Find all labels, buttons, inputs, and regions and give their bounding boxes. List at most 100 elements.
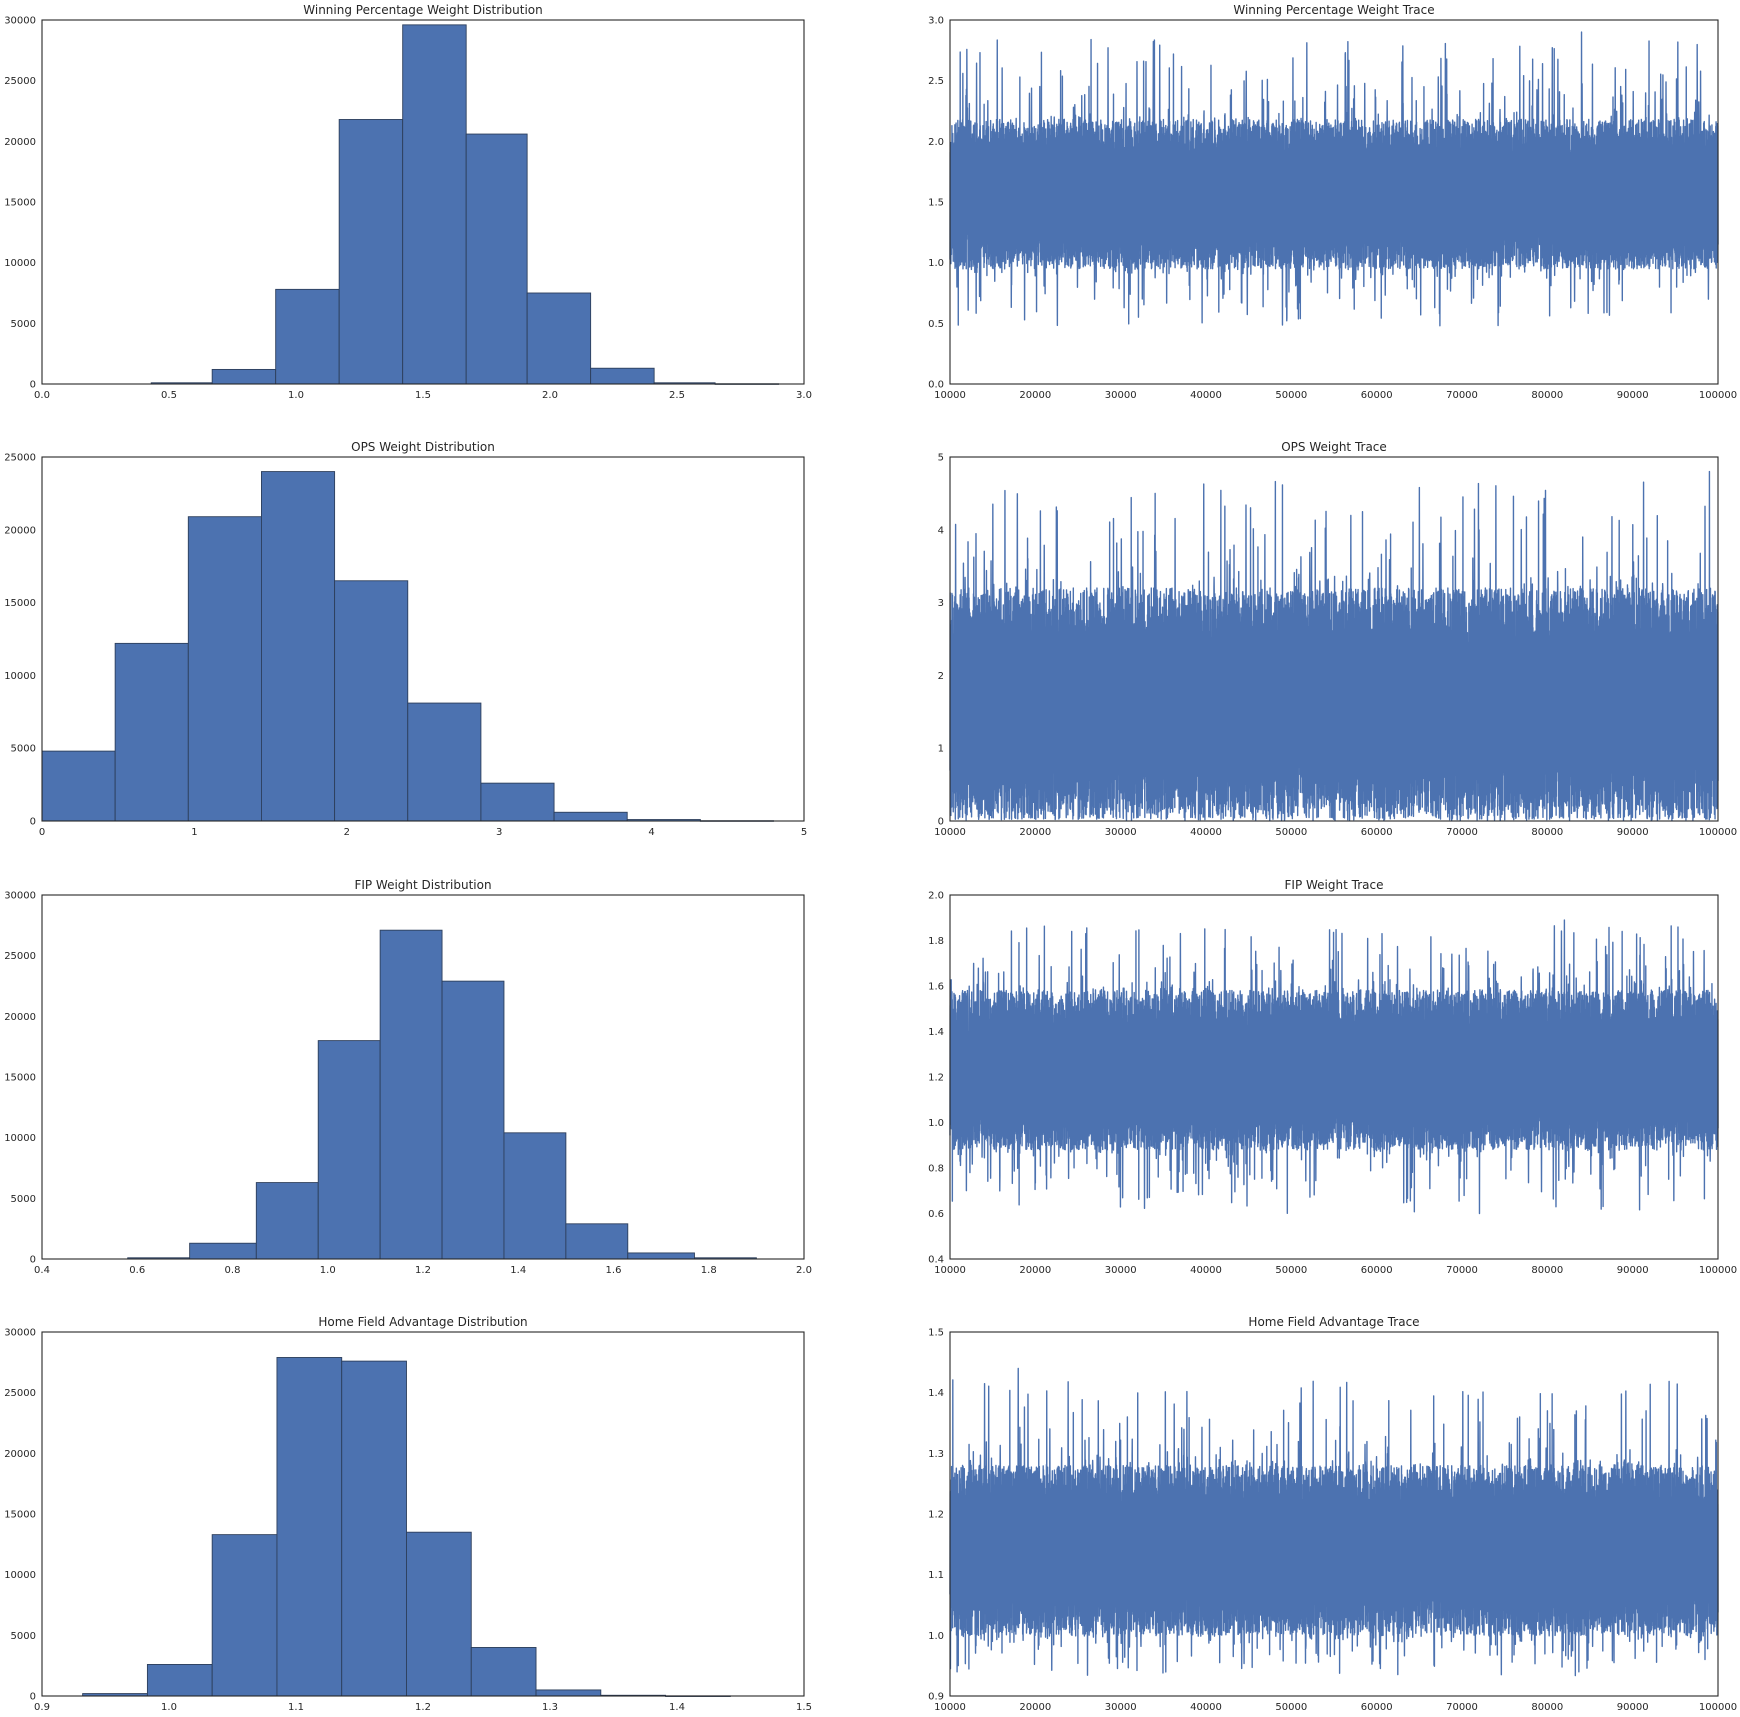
x-tick-label: 100000: [1699, 827, 1737, 838]
y-axis: 0 1 2 3 4 5: [938, 453, 944, 828]
axes-frame: [949, 894, 1719, 1260]
histogram-bar: [402, 24, 467, 385]
chart-title: Home Field Advantage Distribution: [318, 1315, 527, 1329]
panel-home-field-advantage-trace: Home Field Advantage Trace 10000 20000 3000…: [928, 1315, 1737, 1713]
histogram-bar: [441, 980, 505, 1260]
trace-line: [949, 31, 1719, 327]
x-tick-label: 1.8: [701, 1265, 717, 1276]
y-tick-label: 25000: [4, 1388, 36, 1399]
y-tick-label: 20000: [4, 525, 36, 536]
x-tick-label: 10000: [934, 1702, 966, 1713]
histogram-bar: [526, 292, 592, 385]
histogram-bar: [276, 1357, 343, 1697]
x-tick-label: 40000: [1190, 390, 1222, 401]
x-axis: 0.9 1.0 1.1 1.2 1.3 1.4 1.5: [34, 1702, 812, 1713]
x-tick-label: 1.5: [415, 390, 431, 401]
y-tick-label: 20000: [4, 137, 36, 148]
trace-line: [949, 1367, 1719, 1677]
x-tick-label: 0: [39, 827, 45, 838]
histogram-bar: [379, 929, 443, 1260]
x-tick-label: 80000: [1531, 390, 1563, 401]
axes-frame: [949, 19, 1719, 385]
x-tick-label: 20000: [1019, 390, 1051, 401]
histogram-bar: [503, 1132, 567, 1260]
histogram-bar: [41, 750, 116, 822]
panel-winning-percentage-weight-trace: Winning Percentage Weight Trace 10000 2000…: [928, 3, 1737, 401]
histogram-bar: [627, 1252, 695, 1260]
x-tick-label: 5: [801, 827, 807, 838]
y-tick-label: 1.0: [928, 1118, 944, 1129]
x-tick-label: 10000: [934, 1265, 966, 1276]
y-tick-label: 0.0: [928, 380, 944, 391]
y-tick-label: 0.5: [928, 319, 944, 330]
y-tick-label: 1.0: [928, 258, 944, 269]
y-tick-label: 2: [938, 671, 944, 682]
y-axis: 0.9 1.0 1.1 1.2 1.3 1.4 1.5: [928, 1328, 944, 1703]
x-tick-label: 1.2: [415, 1702, 431, 1713]
x-tick-label: 90000: [1617, 390, 1649, 401]
x-tick-label: 2: [344, 827, 350, 838]
x-tick-label: 0.0: [34, 390, 50, 401]
y-tick-label: 15000: [4, 1073, 36, 1084]
x-tick-label: 30000: [1105, 1702, 1137, 1713]
y-axis: 0 5000 10000 15000 20000 25000 30000: [4, 16, 36, 391]
histogram-bar: [334, 580, 409, 822]
histogram-bar: [338, 119, 404, 385]
trace-line: [949, 470, 1719, 822]
x-tick-label: 10000: [934, 827, 966, 838]
x-axis: 10000 20000 30000 40000 50000 60000 70000 80000…: [934, 827, 1737, 838]
chart-title: FIP Weight Distribution: [354, 878, 491, 892]
x-tick-label: 80000: [1531, 1265, 1563, 1276]
y-tick-label: 10000: [4, 671, 36, 682]
x-axis: 0.0 0.5 1.0 1.5 2.0 2.5 3.0: [34, 390, 812, 401]
x-tick-label: 0.4: [34, 1265, 50, 1276]
y-tick-label: 1.5: [928, 198, 944, 209]
y-tick-label: 15000: [4, 1510, 36, 1521]
x-tick-label: 30000: [1105, 827, 1137, 838]
y-tick-label: 0: [30, 817, 36, 828]
x-tick-label: 50000: [1275, 390, 1307, 401]
x-tick-label: 2.5: [669, 390, 685, 401]
x-tick-label: 60000: [1361, 390, 1393, 401]
x-tick-label: 2.0: [542, 390, 558, 401]
x-tick-label: 1.0: [288, 390, 304, 401]
panel-winning-percentage-weight-distribution: Winning Percentage Weight Distribution 0.…: [4, 3, 812, 401]
histogram-bars: [150, 24, 780, 385]
histogram-bar: [114, 642, 189, 822]
y-tick-label: 10000: [4, 258, 36, 269]
x-tick-label: 100000: [1699, 390, 1737, 401]
x-tick-label: 40000: [1190, 1702, 1222, 1713]
x-tick-label: 40000: [1190, 1265, 1222, 1276]
y-tick-label: 1.1: [928, 1570, 944, 1581]
panel-home-field-advantage-distribution: Home Field Advantage Distribution 0.9 1.0 1…: [4, 1315, 812, 1713]
axes-frame: [41, 894, 805, 1260]
y-tick-label: 0: [30, 1692, 36, 1703]
x-axis: 0.4 0.6 0.8 1.0 1.2 1.4 1.6 1.8 2.0: [34, 1265, 812, 1276]
x-tick-label: 10000: [934, 390, 966, 401]
y-tick-label: 0.8: [928, 1164, 944, 1175]
x-tick-label: 20000: [1019, 1702, 1051, 1713]
y-tick-label: 1: [938, 744, 944, 755]
panel-ops-weight-distribution: OPS Weight Distribution 0 1 2 3 4 5 0 5000 10000 1…: [4, 440, 807, 838]
chart-title: Winning Percentage Weight Trace: [1233, 3, 1434, 17]
x-axis: 10000 20000 30000 40000 50000 60000 70000 80000…: [934, 1265, 1737, 1276]
x-tick-label: 1.4: [510, 1265, 526, 1276]
y-tick-label: 1.0: [928, 1631, 944, 1642]
histogram-bar: [470, 1647, 537, 1697]
x-tick-label: 80000: [1531, 827, 1563, 838]
y-tick-label: 0: [30, 380, 36, 391]
panel-fip-weight-trace: FIP Weight Trace 10000 20000 30000 40000 5000…: [928, 878, 1737, 1276]
x-tick-label: 1.6: [606, 1265, 622, 1276]
y-tick-label: 1.4: [928, 1027, 944, 1038]
y-tick-label: 20000: [4, 1012, 36, 1023]
y-tick-label: 30000: [4, 891, 36, 902]
y-tick-label: 10000: [4, 1570, 36, 1581]
axes-frame: [41, 19, 805, 385]
x-tick-label: 1.0: [161, 1702, 177, 1713]
histogram-bar: [590, 367, 655, 385]
histogram-bar: [341, 1360, 407, 1697]
histogram-bars: [41, 471, 774, 822]
y-tick-label: 1.3: [928, 1449, 944, 1460]
y-tick-label: 1.8: [928, 936, 944, 947]
chart-title: FIP Weight Trace: [1285, 878, 1384, 892]
